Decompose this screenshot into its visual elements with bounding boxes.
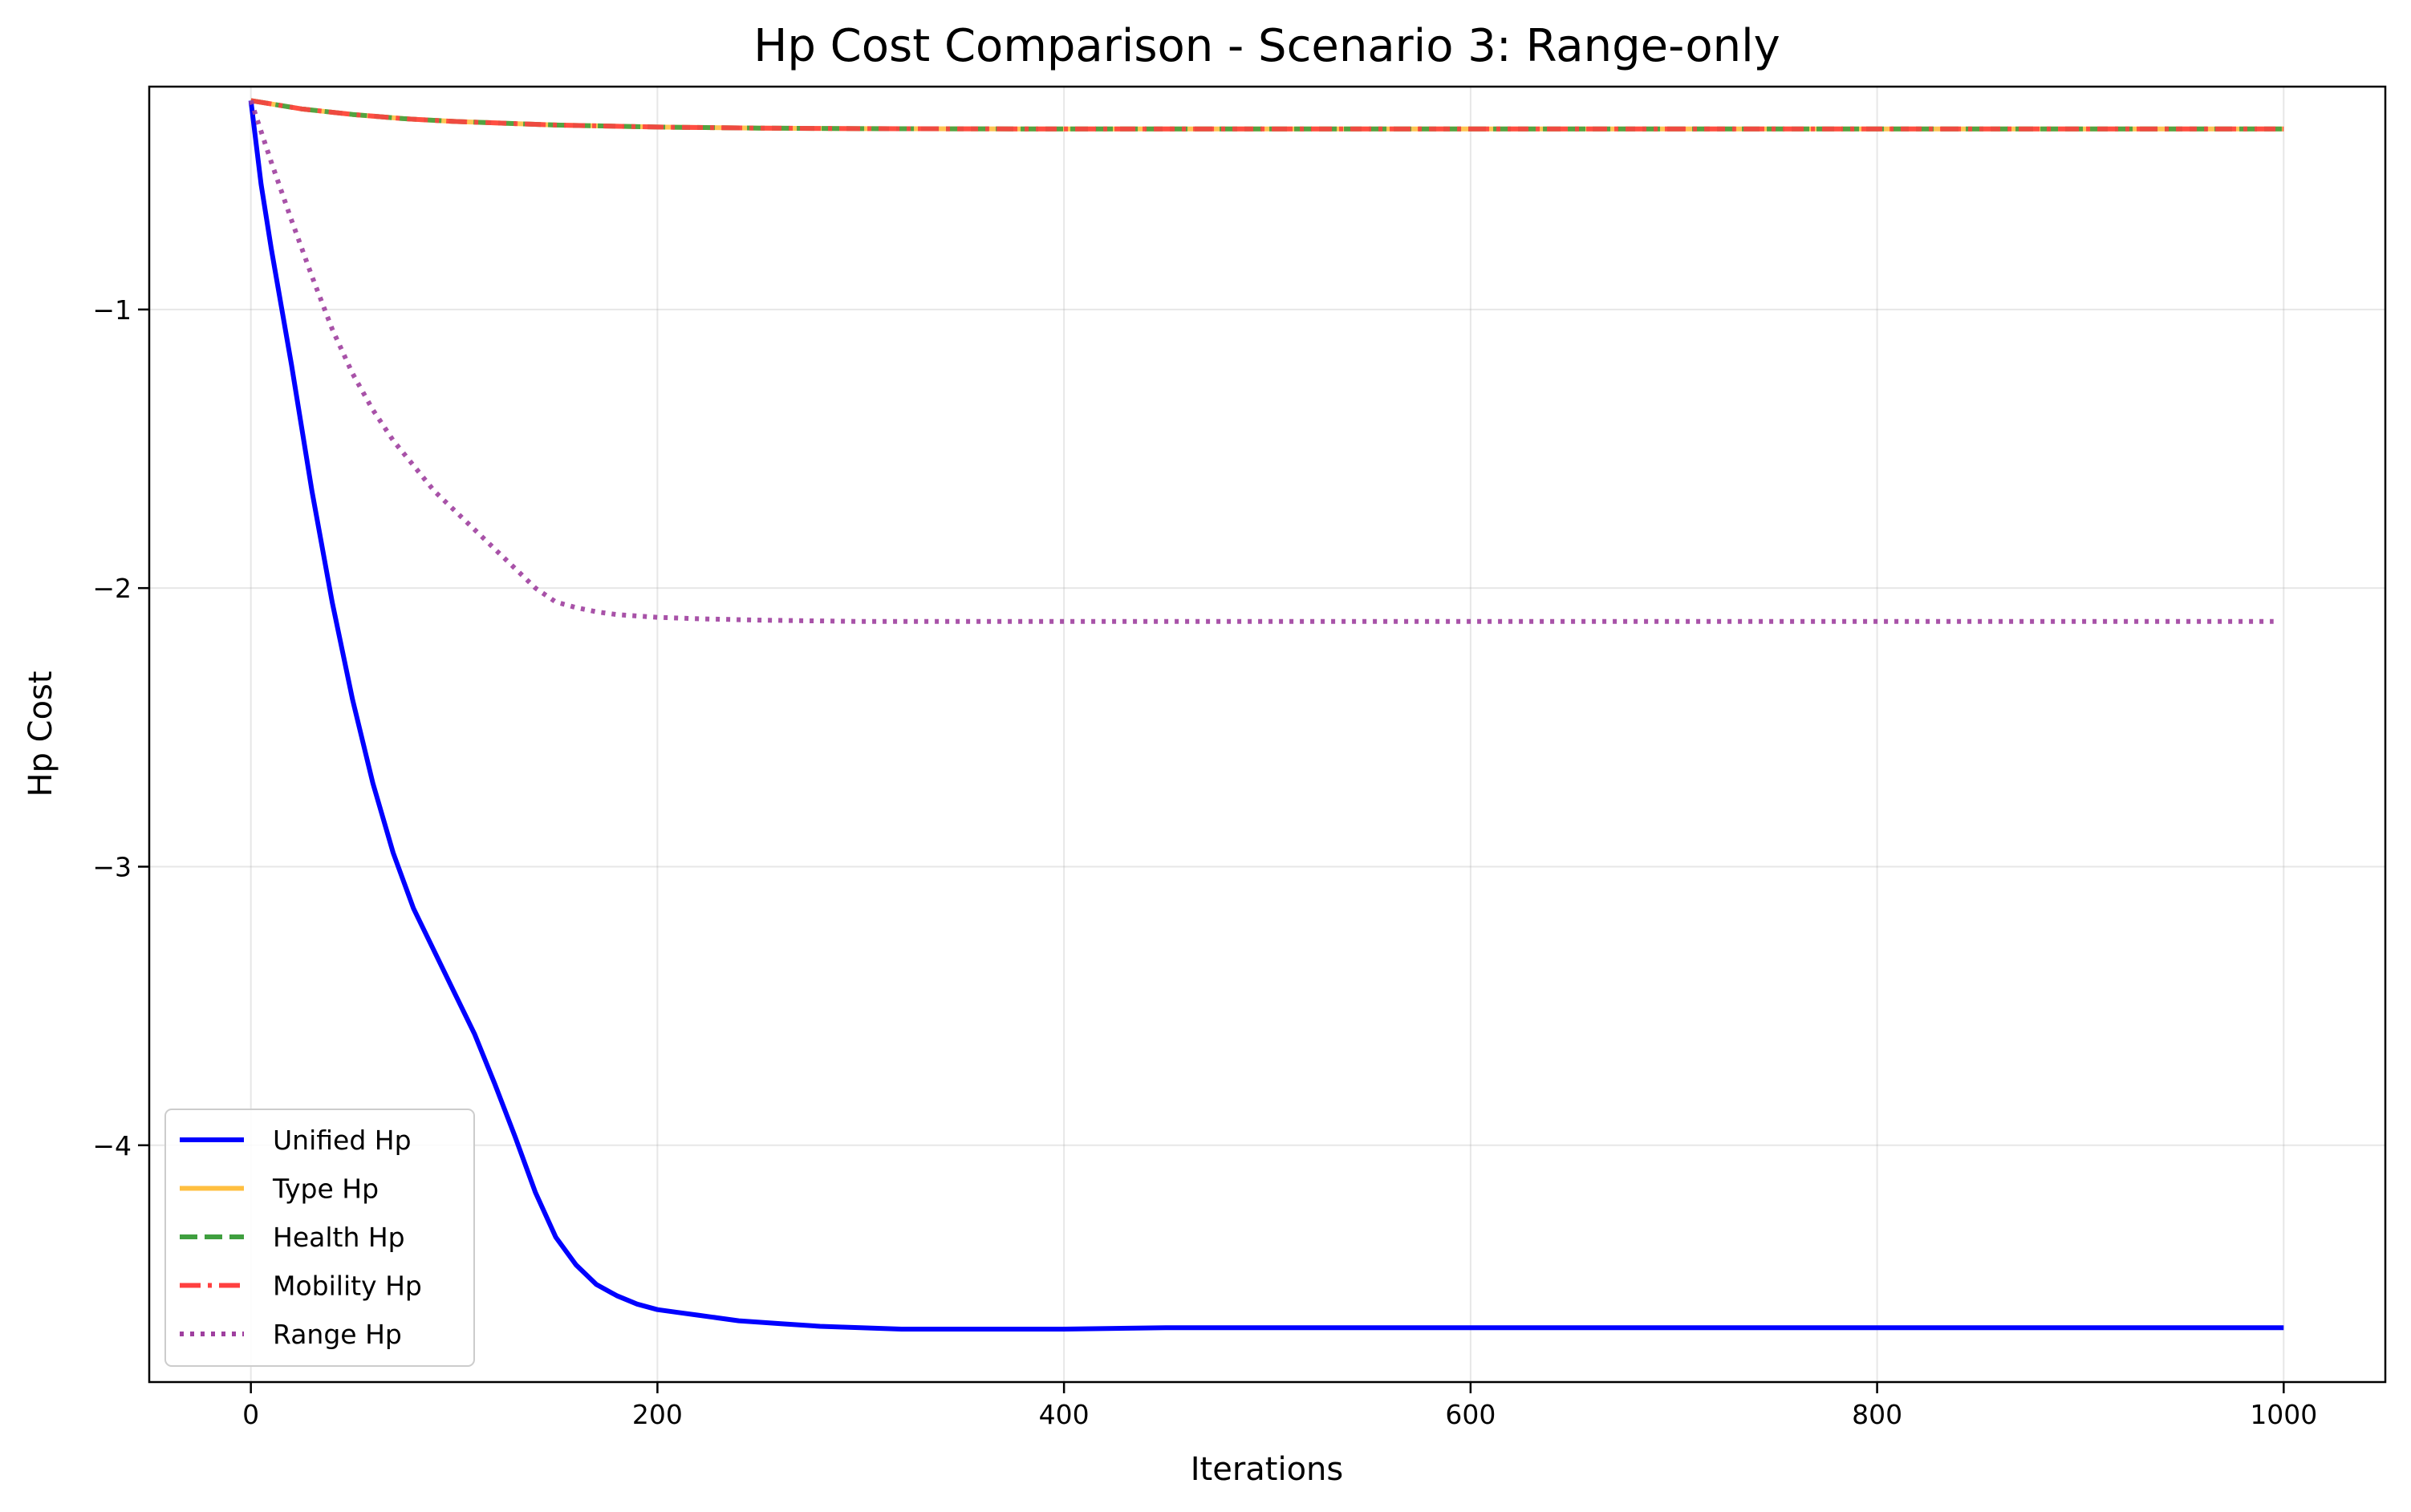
x-tick-label: 1000 [2250, 1399, 2317, 1430]
series-line-unified-hp [248, 100, 2284, 1332]
plot-frame [148, 85, 2387, 1384]
series-line-mobility-hp [250, 98, 2284, 132]
legend-label: Health Hp [273, 1222, 405, 1253]
x-tick-label: 0 [242, 1399, 259, 1430]
legend-label: Type Hp [272, 1174, 379, 1205]
x-axis-label: Iterations [1191, 1451, 1344, 1488]
legend: Unified Hp Type Hp Health Hp Mobility Hp Ran… [164, 1109, 475, 1367]
y-axis-label: Hp Cost [22, 671, 59, 797]
legend-label: Mobility Hp [273, 1271, 422, 1302]
x-tick-label: 200 [632, 1399, 683, 1430]
y-tick-label: −2 [92, 573, 132, 604]
grid [149, 87, 2385, 1382]
legend-box [164, 1109, 475, 1367]
legend-label: Unified Hp [273, 1125, 412, 1156]
y-tick-label: −3 [92, 851, 132, 882]
series-lines [248, 98, 2284, 1332]
y-tick-label: −4 [92, 1130, 132, 1161]
y-tick-label: −1 [92, 294, 132, 326]
chart-title: Hp Cost Comparison - Scenario 3: Range-o… [753, 20, 1780, 72]
legend-label: Range Hp [273, 1319, 402, 1350]
x-tick-label: 800 [1852, 1399, 1902, 1430]
x-tick-label: 400 [1039, 1399, 1090, 1430]
x-tick-label: 600 [1445, 1399, 1496, 1430]
axis-ticks: 0 200 400 600 800 1000 −1 −2 −3 −4 [92, 294, 2317, 1430]
